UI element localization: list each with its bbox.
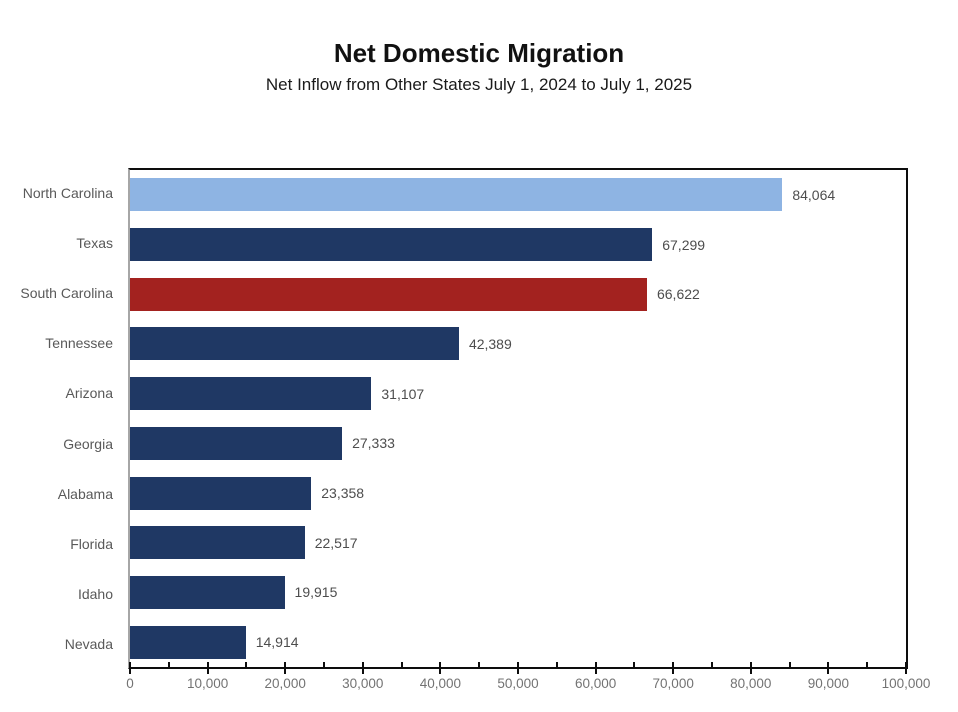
- plot-area: 84,064 67,299 66,622 42,389 31,107 27,333 23,3…: [126, 168, 930, 691]
- bar-row: 22,517: [130, 518, 906, 568]
- x-axis-major-tick: [361, 662, 364, 674]
- category-labels: North Carolina Texas South Carolina Tenness…: [0, 168, 128, 669]
- bar: [130, 476, 312, 510]
- bar: [130, 377, 372, 411]
- x-axis-tick-label: 80,000: [730, 676, 772, 691]
- bar: [130, 625, 246, 659]
- x-axis-tick-label: 70,000: [652, 676, 694, 691]
- x-axis-minor-tick: [400, 662, 403, 667]
- bar-row: 31,107: [130, 369, 906, 419]
- x-axis-major-tick: [749, 662, 752, 674]
- category-label: Arizona: [65, 385, 113, 402]
- x-axis-tick-label: 100,000: [881, 676, 931, 691]
- bar-row: 66,622: [130, 269, 906, 319]
- bar: [130, 526, 305, 560]
- category-label: Florida: [70, 535, 113, 552]
- x-axis-minor-tick: [866, 662, 869, 667]
- bar: [130, 228, 653, 262]
- x-axis-minor-tick: [323, 662, 325, 667]
- value-label: 67,299: [662, 236, 706, 253]
- x-axis-major-tick: [827, 662, 830, 674]
- value-label: 42,389: [468, 335, 512, 352]
- x-axis-tick-label: 90,000: [807, 676, 850, 691]
- category-label: Texas: [76, 235, 113, 252]
- bar: [130, 575, 285, 609]
- x-axis-minor-tick: [167, 662, 170, 667]
- x-axis-tick-label: 20,000: [264, 676, 306, 691]
- value-label: 84,064: [792, 186, 836, 203]
- category-label: Alabama: [57, 485, 113, 502]
- category-label: Tennessee: [45, 335, 113, 352]
- bar-row: 67,299: [130, 220, 906, 270]
- bar-row: 19,915: [130, 568, 906, 618]
- chart-body: North Carolina Texas South Carolina Tenness…: [0, 168, 958, 691]
- category-label: South Carolina: [20, 285, 113, 302]
- x-axis-minor-tick: [478, 662, 481, 667]
- bar-row: 84,064: [130, 170, 906, 220]
- value-label: 66,622: [656, 286, 700, 303]
- value-label: 19,915: [294, 584, 338, 601]
- value-label: 23,358: [321, 485, 365, 502]
- bar-row: 14,914: [130, 617, 906, 667]
- x-axis-major-tick: [129, 662, 131, 674]
- x-axis-major-tick: [905, 662, 907, 674]
- value-label: 31,107: [381, 385, 425, 402]
- value-label: 22,517: [314, 534, 358, 551]
- x-axis-major-tick: [517, 662, 519, 674]
- bar: [130, 426, 343, 460]
- bar: [130, 178, 783, 212]
- category-label: Nevada: [64, 635, 113, 652]
- value-label: 27,333: [352, 435, 395, 452]
- x-axis-minor-tick: [555, 662, 558, 667]
- x-axis-labels: 0 10,000 20,000 30,000 40,000 50,000 60,000 70,…: [126, 676, 930, 696]
- bar-row: 27,333: [130, 419, 906, 469]
- x-axis-minor-tick: [788, 662, 791, 667]
- bar-row: 23,358: [130, 468, 906, 518]
- x-axis-tick-label: 50,000: [497, 676, 539, 691]
- x-axis-major-tick: [206, 662, 209, 674]
- x-axis-major-tick: [594, 662, 597, 674]
- value-label: 14,914: [255, 634, 299, 651]
- bar: [130, 327, 459, 361]
- net-domestic-migration-chart: Net Domestic Migration Net Inflow from O…: [0, 38, 958, 712]
- category-label: North Carolina: [22, 185, 113, 202]
- bar-row: 42,389: [130, 319, 906, 369]
- x-axis-major-tick: [672, 662, 675, 674]
- x-axis-tick-label: 10,000: [186, 676, 229, 691]
- x-axis-tick-label: 30,000: [342, 676, 384, 691]
- category-label: Georgia: [63, 435, 113, 452]
- x-axis-major-tick: [284, 662, 287, 674]
- x-axis-minor-tick: [633, 662, 636, 667]
- x-axis-tick-label: 60,000: [574, 676, 617, 691]
- bar-rows: 84,064 67,299 66,622 42,389 31,107 27,333 23,3…: [130, 170, 906, 667]
- x-axis-tick-label: 40,000: [419, 676, 462, 691]
- category-label: Idaho: [77, 585, 113, 602]
- x-axis-minor-tick: [245, 662, 248, 667]
- x-axis-minor-tick: [711, 662, 713, 667]
- chart-title: Net Domestic Migration: [333, 38, 625, 68]
- chart-subtitle: Net Inflow from Other States July 1, 202…: [265, 75, 693, 94]
- x-axis-major-tick: [439, 662, 442, 674]
- x-axis-tick-label: 0: [126, 676, 134, 691]
- bar: [130, 277, 647, 311]
